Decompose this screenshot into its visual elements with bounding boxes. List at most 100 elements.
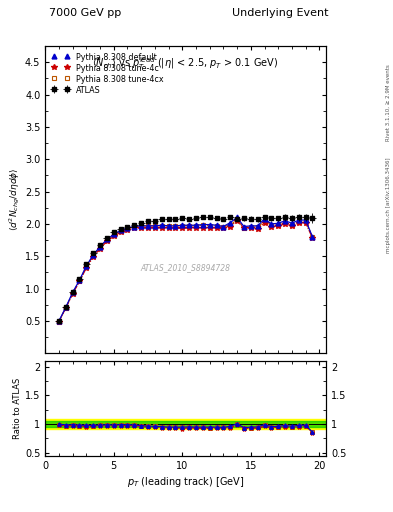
Pythia 8.308 default: [132, 223, 137, 229]
Pythia 8.308 tune-4cx: [91, 252, 95, 259]
Pythia 8.308 tune-4cx: [132, 224, 137, 230]
Line: Pythia 8.308 tune-4c: Pythia 8.308 tune-4c: [56, 218, 315, 325]
Pythia 8.308 default: [166, 223, 171, 229]
Pythia 8.308 tune-4cx: [180, 223, 185, 229]
Pythia 8.308 default: [91, 252, 95, 258]
Line: Pythia 8.308 default: Pythia 8.308 default: [57, 215, 315, 324]
Pythia 8.308 tune-4c: [146, 225, 151, 231]
Line: Pythia 8.308 tune-4cx: Pythia 8.308 tune-4cx: [57, 217, 315, 324]
Pythia 8.308 tune-4cx: [70, 290, 75, 296]
Pythia 8.308 default: [105, 237, 109, 243]
Pythia 8.308 default: [303, 217, 308, 223]
Pythia 8.308 tune-4cx: [159, 223, 164, 229]
Pythia 8.308 default: [70, 289, 75, 295]
Pythia 8.308 tune-4c: [63, 305, 68, 311]
Pythia 8.308 tune-4c: [296, 220, 301, 226]
Pythia 8.308 default: [208, 222, 212, 228]
Pythia 8.308 tune-4c: [310, 235, 315, 241]
Pythia 8.308 tune-4cx: [235, 217, 239, 223]
Pythia 8.308 tune-4cx: [200, 222, 205, 228]
Pythia 8.308 default: [269, 221, 274, 227]
Pythia 8.308 tune-4c: [98, 245, 103, 251]
Pythia 8.308 tune-4cx: [105, 237, 109, 243]
Pythia 8.308 tune-4cx: [221, 223, 226, 229]
Pythia 8.308 tune-4cx: [125, 225, 130, 231]
Pythia 8.308 tune-4cx: [111, 232, 116, 238]
Pythia 8.308 tune-4c: [152, 225, 157, 231]
Pythia 8.308 tune-4c: [290, 223, 294, 229]
Pythia 8.308 tune-4c: [208, 225, 212, 231]
Text: 7000 GeV pp: 7000 GeV pp: [49, 8, 121, 18]
X-axis label: $p_T$ (leading track) [GeV]: $p_T$ (leading track) [GeV]: [127, 475, 244, 489]
Pythia 8.308 tune-4cx: [228, 222, 233, 228]
Pythia 8.308 tune-4cx: [152, 223, 157, 229]
Pythia 8.308 tune-4cx: [296, 219, 301, 225]
Pythia 8.308 default: [98, 244, 103, 250]
Y-axis label: Ratio to ATLAS: Ratio to ATLAS: [13, 378, 22, 439]
Pythia 8.308 tune-4c: [235, 218, 239, 224]
Pythia 8.308 tune-4cx: [214, 223, 219, 229]
Pythia 8.308 tune-4cx: [139, 223, 143, 229]
Pythia 8.308 default: [221, 223, 226, 229]
Pythia 8.308 tune-4cx: [248, 224, 253, 230]
Pythia 8.308 tune-4c: [194, 225, 198, 231]
Pythia 8.308 default: [57, 318, 61, 324]
Pythia 8.308 default: [214, 222, 219, 228]
Pythia 8.308 tune-4c: [91, 254, 95, 260]
Pythia 8.308 tune-4c: [125, 227, 130, 233]
Pythia 8.308 tune-4c: [132, 225, 137, 231]
Text: Rivet 3.1.10, ≥ 2.9M events: Rivet 3.1.10, ≥ 2.9M events: [386, 64, 391, 141]
Pythia 8.308 tune-4c: [276, 223, 281, 229]
Text: mcplots.cern.ch [arXiv:1306.3436]: mcplots.cern.ch [arXiv:1306.3436]: [386, 157, 391, 252]
Y-axis label: $\langle d^2 N_{chg}/d\eta d\phi \rangle$: $\langle d^2 N_{chg}/d\eta d\phi \rangle…: [7, 168, 22, 231]
Pythia 8.308 tune-4cx: [57, 318, 61, 325]
Pythia 8.308 tune-4cx: [242, 225, 246, 231]
Text: $\langle N_{ch}\rangle$ vs $p_T^{\mathrm{lead}}$ ($|\eta|$ < 2.5, $p_T$ > 0.1 Ge: $\langle N_{ch}\rangle$ vs $p_T^{\mathrm…: [92, 55, 279, 72]
Pythia 8.308 tune-4c: [105, 238, 109, 244]
Pythia 8.308 default: [77, 277, 82, 283]
Pythia 8.308 tune-4cx: [262, 218, 267, 224]
Pythia 8.308 default: [173, 223, 178, 229]
Pythia 8.308 default: [262, 216, 267, 222]
Pythia 8.308 default: [296, 217, 301, 223]
Pythia 8.308 tune-4cx: [194, 223, 198, 229]
Pythia 8.308 default: [63, 304, 68, 310]
Pythia 8.308 tune-4cx: [310, 234, 315, 240]
Pythia 8.308 tune-4c: [283, 221, 287, 227]
Pythia 8.308 tune-4c: [221, 225, 226, 231]
Pythia 8.308 tune-4c: [187, 225, 191, 231]
Pythia 8.308 default: [310, 234, 315, 240]
Pythia 8.308 tune-4cx: [187, 223, 191, 229]
Pythia 8.308 tune-4c: [118, 229, 123, 236]
Pythia 8.308 default: [187, 222, 191, 228]
Pythia 8.308 tune-4cx: [63, 305, 68, 311]
Bar: [45, 419, 326, 429]
Pythia 8.308 default: [228, 220, 233, 226]
Pythia 8.308 default: [118, 227, 123, 233]
Pythia 8.308 tune-4cx: [98, 244, 103, 250]
Pythia 8.308 tune-4cx: [290, 222, 294, 228]
Pythia 8.308 tune-4cx: [208, 223, 212, 229]
Pythia 8.308 tune-4c: [200, 225, 205, 231]
Pythia 8.308 tune-4c: [269, 223, 274, 229]
Pythia 8.308 default: [152, 223, 157, 229]
Pythia 8.308 default: [283, 218, 287, 224]
Pythia 8.308 default: [139, 223, 143, 229]
Pythia 8.308 tune-4c: [139, 225, 143, 231]
Pythia 8.308 tune-4cx: [276, 222, 281, 228]
Pythia 8.308 tune-4cx: [77, 278, 82, 284]
Text: Underlying Event: Underlying Event: [231, 8, 328, 18]
Pythia 8.308 default: [84, 263, 89, 269]
Pythia 8.308 tune-4c: [77, 279, 82, 285]
Pythia 8.308 tune-4c: [303, 220, 308, 226]
Pythia 8.308 tune-4c: [159, 225, 164, 231]
Pythia 8.308 tune-4c: [70, 291, 75, 297]
Pythia 8.308 default: [290, 220, 294, 226]
Pythia 8.308 tune-4c: [255, 226, 260, 232]
Pythia 8.308 tune-4cx: [255, 224, 260, 230]
Pythia 8.308 default: [242, 223, 246, 229]
Pythia 8.308 tune-4cx: [146, 223, 151, 229]
Pythia 8.308 tune-4c: [180, 225, 185, 231]
Pythia 8.308 tune-4c: [228, 223, 233, 229]
Pythia 8.308 tune-4c: [242, 225, 246, 231]
